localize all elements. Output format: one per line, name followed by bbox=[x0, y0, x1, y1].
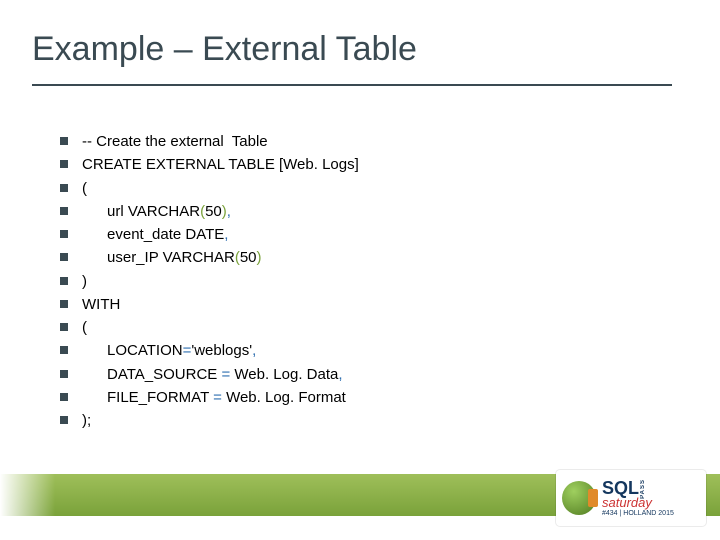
bullet-icon bbox=[60, 300, 68, 308]
code-line: ) bbox=[60, 270, 620, 293]
bullet-icon bbox=[60, 230, 68, 238]
code-line: event_date DATE, bbox=[60, 223, 620, 246]
bullet-icon bbox=[60, 370, 68, 378]
code-text: ( bbox=[82, 177, 87, 200]
logo-saturday-label: saturday bbox=[602, 496, 674, 509]
code-text: -- Create the external Table bbox=[82, 130, 268, 153]
code-block: -- Create the external Table CREATE EXTE… bbox=[60, 130, 620, 432]
code-line: ( bbox=[60, 316, 620, 339]
logo-sub-label: #434 | HOLLAND 2015 bbox=[602, 510, 674, 517]
code-text: user_IP VARCHAR(50) bbox=[82, 246, 262, 269]
footer-fade bbox=[0, 474, 55, 516]
bullet-icon bbox=[60, 184, 68, 192]
bullet-icon bbox=[60, 416, 68, 424]
code-line: ); bbox=[60, 409, 620, 432]
bullet-icon bbox=[60, 393, 68, 401]
code-text: ) bbox=[82, 270, 87, 293]
logo-text: SQL PASS saturday #434 | HOLLAND 2015 bbox=[602, 479, 674, 518]
code-text: WITH bbox=[82, 293, 120, 316]
bullet-icon bbox=[60, 277, 68, 285]
bullet-icon bbox=[60, 346, 68, 354]
slide-title: Example – External Table bbox=[32, 30, 417, 69]
code-line: url VARCHAR(50), bbox=[60, 200, 620, 223]
title-rule bbox=[32, 84, 672, 86]
code-line: DATA_SOURCE = Web. Log. Data, bbox=[60, 363, 620, 386]
code-text: LOCATION='weblogs', bbox=[82, 339, 256, 362]
event-logo: SQL PASS saturday #434 | HOLLAND 2015 bbox=[556, 470, 706, 526]
bullet-icon bbox=[60, 137, 68, 145]
code-text: FILE_FORMAT = Web. Log. Format bbox=[82, 386, 346, 409]
code-line: -- Create the external Table bbox=[60, 130, 620, 153]
slide: Example – External Table -- Create the e… bbox=[0, 0, 720, 540]
bullet-icon bbox=[60, 207, 68, 215]
code-line: FILE_FORMAT = Web. Log. Format bbox=[60, 386, 620, 409]
code-text: event_date DATE, bbox=[82, 223, 228, 246]
code-text: url VARCHAR(50), bbox=[82, 200, 231, 223]
logo-disc-icon bbox=[562, 481, 596, 515]
code-line: user_IP VARCHAR(50) bbox=[60, 246, 620, 269]
code-text: DATA_SOURCE = Web. Log. Data, bbox=[82, 363, 343, 386]
bullet-icon bbox=[60, 160, 68, 168]
code-text: ( bbox=[82, 316, 87, 339]
code-line: CREATE EXTERNAL TABLE [Web. Logs] bbox=[60, 153, 620, 176]
code-line: LOCATION='weblogs', bbox=[60, 339, 620, 362]
logo-sql-label: SQL bbox=[602, 479, 639, 497]
bullet-icon bbox=[60, 323, 68, 331]
code-text: CREATE EXTERNAL TABLE [Web. Logs] bbox=[82, 153, 359, 176]
bullet-icon bbox=[60, 253, 68, 261]
code-line: ( bbox=[60, 177, 620, 200]
logo-pass-label: PASS bbox=[640, 479, 646, 499]
code-line: WITH bbox=[60, 293, 620, 316]
code-text: ); bbox=[82, 409, 91, 432]
